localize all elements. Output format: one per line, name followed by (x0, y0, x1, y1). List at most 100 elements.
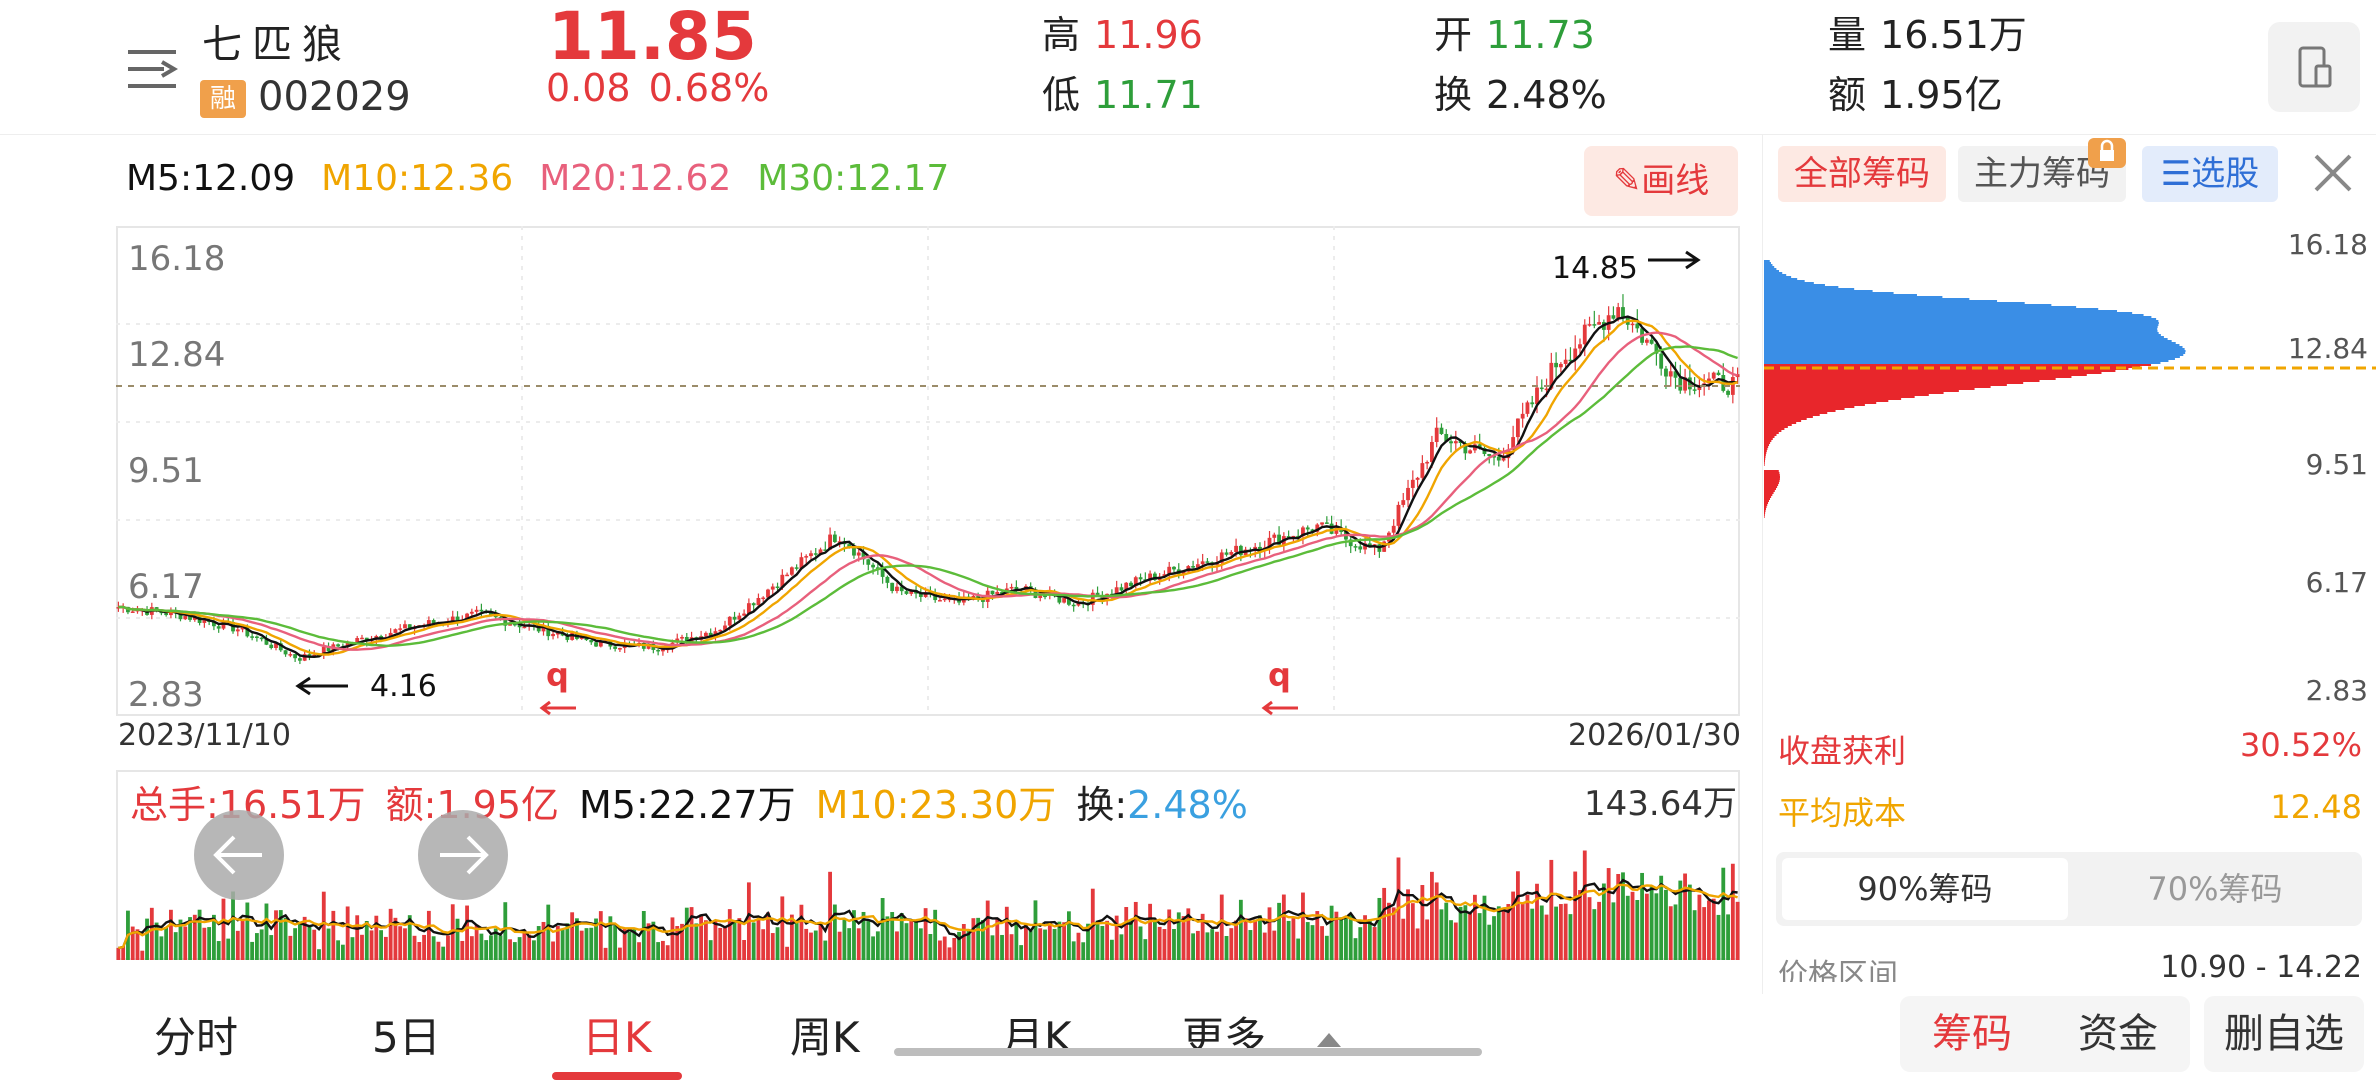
low-stat: 低 11.71 (1042, 64, 1203, 119)
rotate-screen-button[interactable] (2268, 22, 2360, 112)
candle-body (1415, 477, 1420, 480)
candle-body (288, 654, 293, 656)
scroll-left-button[interactable] (194, 810, 284, 900)
horizontal-scrollbar[interactable] (894, 1048, 1482, 1056)
candle-body (770, 586, 775, 590)
chip-bar (1764, 500, 1769, 502)
volume-bar (441, 946, 446, 960)
tab-main-chips[interactable]: 主力筹码 (1958, 138, 2126, 202)
arrow-right-icon (440, 835, 489, 875)
volume-bar (751, 922, 756, 960)
candle-body (1678, 377, 1683, 391)
chip-bars (1764, 260, 2186, 518)
chip-bar (1764, 488, 1777, 490)
volume-bar (379, 930, 384, 960)
candle-body (1229, 551, 1234, 555)
candle-body (269, 644, 274, 649)
candle-body (1511, 437, 1516, 450)
volume-bar (1640, 872, 1644, 960)
ma30-line (118, 345, 1738, 648)
volume-bar (130, 926, 135, 960)
volume-bar (594, 918, 598, 960)
chip-bar (1764, 384, 2007, 386)
volume-bar (274, 910, 278, 960)
volume-bar (422, 934, 426, 960)
candle-body (465, 613, 469, 620)
chip-bar (1764, 284, 1825, 286)
volume-bar (508, 939, 512, 960)
kline-chart[interactable]: 16.18 12.84 9.51 6.17 2.83 14.85 4.16 q … (116, 226, 1740, 716)
volume-bar (1391, 907, 1396, 960)
seg-70-percent[interactable]: 70%筹码 (2147, 870, 2283, 908)
volume-bar (1119, 934, 1124, 960)
volume-bar (1544, 914, 1549, 960)
volume-bar (1081, 942, 1086, 960)
volume-bar (699, 914, 704, 960)
candle-body (1348, 539, 1353, 547)
volume-bar (1582, 850, 1587, 960)
candle-body (1711, 372, 1716, 379)
chip-bar (1764, 272, 1783, 274)
volume-stat: 量 16.51万 (1828, 4, 2027, 59)
candle-body (766, 589, 770, 598)
chip-bar (1764, 430, 1782, 432)
candle-body (823, 549, 828, 551)
volume-bar (641, 911, 646, 960)
candle-body (1683, 377, 1687, 391)
volume-bar (589, 927, 594, 960)
y-tick-label: 9.51 (128, 451, 204, 491)
tab-daily-k[interactable]: 日K (582, 1013, 652, 1062)
candle-body (703, 632, 708, 637)
caret-up-icon (1317, 1032, 1342, 1047)
volume-bar (1334, 911, 1339, 960)
seg-90-percent[interactable]: 90%筹码 (1782, 858, 2068, 920)
volume-bar (904, 923, 909, 960)
candle-body (565, 635, 570, 640)
chip-bar (1764, 392, 1944, 394)
chip-bar (1764, 510, 1766, 512)
candle-body (1692, 389, 1697, 391)
change-percent: 0.68% (648, 66, 770, 110)
tab-intraday[interactable]: 分时 (154, 1013, 239, 1062)
candle-body (942, 598, 947, 601)
volume-bar (689, 907, 694, 960)
volume-ma10-line (118, 883, 1739, 950)
volume-bar (527, 934, 532, 960)
volume-bar (1305, 922, 1310, 960)
volume-bar (1243, 918, 1248, 960)
candle-body (598, 641, 603, 647)
chip-bar (1764, 350, 2186, 352)
tab-weekly-k[interactable]: 周K (790, 1013, 860, 1062)
draw-line-button[interactable]: ✎画线 (1584, 146, 1738, 216)
chip-bar (1764, 400, 1889, 402)
tab-all-chips[interactable]: 全部筹码 (1778, 146, 1946, 202)
chip-bar (1764, 268, 1777, 270)
volume-bar (990, 935, 995, 960)
chip-button[interactable]: 筹码 (1932, 1011, 2012, 1057)
volume-bar (813, 930, 818, 960)
candle-body (355, 638, 360, 643)
volume-ma-lines (118, 878, 1739, 950)
scroll-right-button[interactable] (418, 810, 508, 900)
close-icon[interactable] (2308, 148, 2358, 198)
candle-body (212, 621, 216, 627)
candle-body (804, 556, 809, 558)
candle-body (403, 624, 407, 629)
tab-5day[interactable]: 5日 (372, 1013, 441, 1062)
tab-stock-picker[interactable]: ☰选股 (2142, 146, 2278, 202)
volume-bar (675, 926, 680, 960)
candle-body (727, 616, 732, 626)
volume-chart[interactable] (116, 770, 1740, 960)
volume-bar (837, 931, 842, 960)
candle-body (933, 593, 938, 601)
volume-bar (861, 911, 866, 960)
chip-bar (1764, 262, 1771, 264)
chip-histogram[interactable]: 16.18 12.84 9.51 6.17 2.83 (1764, 220, 2376, 710)
candle-body (1234, 545, 1238, 552)
candle-body (1071, 604, 1076, 607)
fund-button[interactable]: 资金 (2078, 1011, 2158, 1057)
volume-bar (116, 947, 121, 960)
remove-watchlist-button[interactable]: 删自选 (2204, 996, 2364, 1072)
menu-icon[interactable] (124, 44, 180, 94)
chip-bar (1764, 390, 1959, 392)
